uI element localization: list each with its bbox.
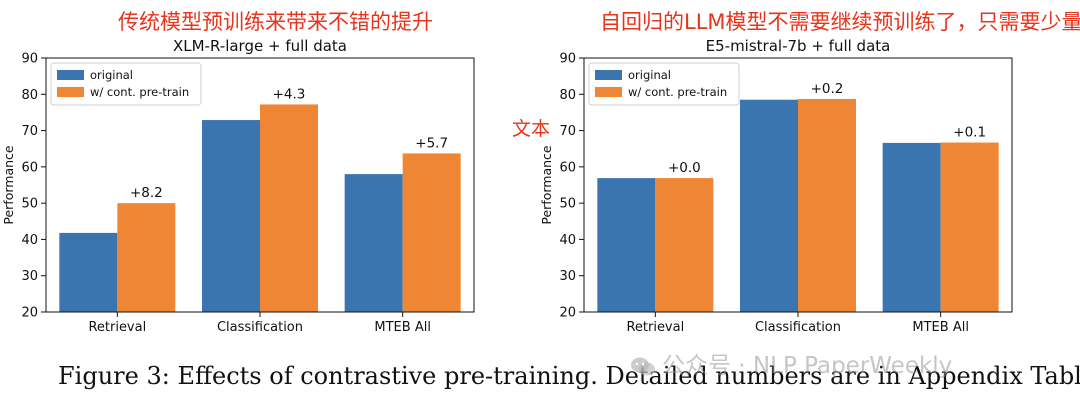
y-tick-label: 90 xyxy=(21,52,38,67)
bar-pretrain xyxy=(798,99,856,312)
legend-swatch xyxy=(57,70,84,80)
y-axis-label: Performance xyxy=(1,145,16,225)
left-annotation-title: 传统模型预训练来带来不错的提升 xyxy=(118,10,433,34)
caption-text: Figure 3: Effects of contrastive pre-tra… xyxy=(58,362,1080,390)
y-tick-label: 40 xyxy=(21,233,38,248)
y-tick-label: 20 xyxy=(559,306,576,321)
figure-caption: Figure 3: Effects of contrastive pre-tra… xyxy=(58,362,1080,390)
data-label: +8.2 xyxy=(130,185,163,201)
data-label: +0.0 xyxy=(668,160,701,176)
data-label: +5.7 xyxy=(415,135,448,151)
x-tick-label: MTEB All xyxy=(912,320,969,335)
bar-original xyxy=(740,99,798,312)
plot-frame xyxy=(583,57,1013,313)
bar-original xyxy=(202,120,260,312)
legend-entry: original xyxy=(628,68,671,82)
y-tick-label: 50 xyxy=(21,197,38,212)
legend-swatch xyxy=(595,70,622,80)
y-tick-label: 30 xyxy=(559,269,576,284)
watermark-text: 公众号 · NLP PaperWeekly xyxy=(662,353,953,379)
y-tick-label: 40 xyxy=(559,233,576,248)
bar-original xyxy=(597,178,656,312)
x-tick-label: MTEB All xyxy=(374,320,431,335)
y-axis-label: Performance xyxy=(539,145,554,225)
y-tick-label: 70 xyxy=(559,124,576,139)
bar-pretrain xyxy=(117,203,176,312)
x-tick-label: Retrieval xyxy=(88,320,146,335)
side-annotation-label: 文本 xyxy=(512,118,551,140)
y-tick-label: 80 xyxy=(559,88,576,103)
legend: original w/ cont. pre-train xyxy=(50,62,202,106)
y-tick-label: 60 xyxy=(21,160,38,175)
chart-title: E5-mistral-7b + full data xyxy=(706,37,891,55)
legend-box xyxy=(588,62,740,106)
y-tick-label: 20 xyxy=(21,306,38,321)
bar-original xyxy=(344,174,403,312)
legend: original w/ cont. pre-train xyxy=(588,62,740,106)
data-label: +4.3 xyxy=(273,86,306,102)
plot-frame xyxy=(45,57,475,313)
data-label: +0.1 xyxy=(953,125,986,141)
watermark: 公众号 · NLP PaperWeekly xyxy=(630,346,952,380)
chart-right: E5-mistral-7b + full data 20 30 40 50 60 70 80 9… xyxy=(539,37,1013,335)
y-tick-label: 50 xyxy=(559,197,576,212)
y-tick-label: 60 xyxy=(559,160,576,175)
right-annotation-title: 自回归的LLM模型不需要继续预训练了，只需要少量微调 xyxy=(600,10,1080,34)
legend-entry: w/ cont. pre-train xyxy=(90,85,189,99)
chart-left: XLM-R-large + full data 20 30 40 50 60 70 80 90 P… xyxy=(1,37,475,335)
bar-pretrain xyxy=(402,153,461,312)
bar-pretrain xyxy=(655,178,714,312)
legend-box xyxy=(50,62,202,106)
bar-pretrain xyxy=(260,104,318,313)
wechat-icon xyxy=(630,356,656,378)
bar-original xyxy=(882,142,941,312)
chart-title: XLM-R-large + full data xyxy=(173,37,347,55)
bar-original xyxy=(59,232,118,312)
legend-entry: w/ cont. pre-train xyxy=(628,85,727,99)
y-tick-label: 80 xyxy=(21,88,38,103)
data-label: +0.2 xyxy=(811,81,844,97)
x-tick-label: Classification xyxy=(217,320,303,335)
y-tick-label: 90 xyxy=(559,52,576,67)
bar-pretrain xyxy=(940,142,999,312)
legend-swatch xyxy=(57,87,84,97)
x-tick-label: Retrieval xyxy=(626,320,684,335)
y-tick-label: 30 xyxy=(21,269,38,284)
legend-entry: original xyxy=(90,68,133,82)
y-tick-label: 70 xyxy=(21,124,38,139)
x-tick-label: Classification xyxy=(755,320,841,335)
legend-swatch xyxy=(595,87,622,97)
